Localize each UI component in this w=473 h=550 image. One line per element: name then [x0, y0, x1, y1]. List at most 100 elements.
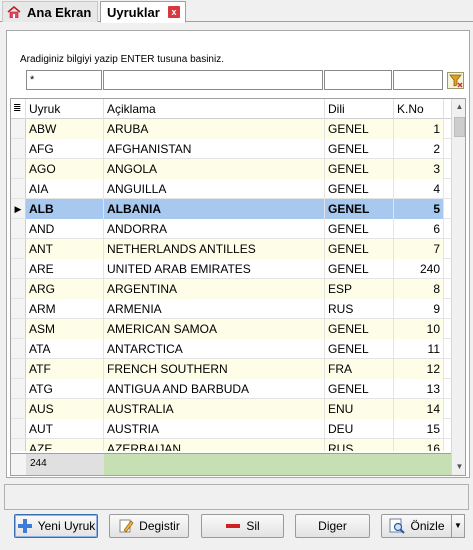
table-row[interactable]: ABW ARUBA GENEL 1: [11, 119, 451, 139]
cell-aciklama: ANGOLA: [104, 159, 325, 179]
table-row[interactable]: ARM ARMENIA RUS 9: [11, 299, 451, 319]
cell-uyruk: AZE: [26, 439, 104, 451]
table-row[interactable]: AUS AUSTRALIA ENU 14: [11, 399, 451, 419]
cell-dili: GENEL: [325, 159, 394, 179]
cell-aciklama: AMERICAN SAMOA: [104, 319, 325, 339]
row-indicator[interactable]: [11, 379, 26, 398]
table-row[interactable]: ATF FRENCH SOUTHERN FRA 12: [11, 359, 451, 379]
tab-label: Uyruklar: [107, 4, 160, 20]
vertical-scrollbar[interactable]: ▲ ▼: [451, 99, 465, 475]
footer-summary: [104, 454, 451, 475]
cell-aciklama: ARUBA: [104, 119, 325, 139]
cell-aciklama: ANDORRA: [104, 219, 325, 239]
cell-dili: GENEL: [325, 199, 394, 219]
cell-dili: ENU: [325, 399, 394, 419]
close-icon[interactable]: x: [168, 6, 180, 18]
row-indicator[interactable]: [11, 299, 26, 318]
table-row[interactable]: ASM AMERICAN SAMOA GENEL 10: [11, 319, 451, 339]
cell-no: 10: [394, 319, 444, 339]
cell-uyruk: ANT: [26, 239, 104, 259]
scroll-down-icon[interactable]: ▼: [455, 462, 464, 471]
cell-uyruk: AUT: [26, 419, 104, 439]
column-chooser-icon[interactable]: ≣: [11, 99, 26, 119]
row-indicator[interactable]: [11, 139, 26, 158]
other-button[interactable]: Diger: [295, 514, 370, 538]
column-header-aciklama[interactable]: Açiklama: [104, 99, 325, 119]
cell-no: 13: [394, 379, 444, 399]
cell-uyruk: ARM: [26, 299, 104, 319]
tab-uyruklar[interactable]: Uyruklar x: [100, 1, 186, 23]
scroll-thumb[interactable]: [454, 117, 465, 137]
button-label: Sil: [246, 519, 260, 533]
status-strip: [4, 484, 469, 510]
funnel-icon[interactable]: [447, 72, 464, 89]
row-indicator[interactable]: [11, 259, 26, 278]
column-header-dili[interactable]: Dili: [325, 99, 394, 119]
cell-no: 1: [394, 119, 444, 139]
magnifier-icon: [389, 518, 406, 534]
preview-dropdown-icon[interactable]: ▼: [451, 514, 465, 538]
filter-row: *: [26, 70, 444, 90]
row-indicator[interactable]: [11, 179, 26, 198]
row-indicator[interactable]: [11, 279, 26, 298]
cell-aciklama: ARMENIA: [104, 299, 325, 319]
row-indicator[interactable]: [11, 159, 26, 178]
minus-icon: [225, 518, 241, 534]
edit-button[interactable]: Degistir: [109, 514, 189, 538]
cell-no: 8: [394, 279, 444, 299]
row-indicator-icon[interactable]: ▶: [11, 199, 26, 218]
row-indicator[interactable]: [11, 439, 26, 451]
table-row[interactable]: AND ANDORRA GENEL 6: [11, 219, 451, 239]
delete-button[interactable]: Sil: [201, 514, 284, 538]
tab-ana-ekran[interactable]: Ana Ekran: [2, 1, 98, 22]
cell-dili: FRA: [325, 359, 394, 379]
plus-icon: [17, 518, 33, 534]
table-row[interactable]: ATG ANTIGUA AND BARBUDA GENEL 13: [11, 379, 451, 399]
filter-dili-input[interactable]: [324, 70, 392, 90]
cell-dili: RUS: [325, 299, 394, 319]
row-indicator[interactable]: [11, 239, 26, 258]
table-row[interactable]: AIA ANGUILLA GENEL 4: [11, 179, 451, 199]
button-label: Degistir: [139, 519, 180, 533]
row-indicator[interactable]: [11, 119, 26, 138]
row-indicator[interactable]: [11, 319, 26, 338]
table-row[interactable]: ARG ARGENTINA ESP 8: [11, 279, 451, 299]
row-indicator[interactable]: [11, 339, 26, 358]
table-row[interactable]: AGO ANGOLA GENEL 3: [11, 159, 451, 179]
table-row[interactable]: ATA ANTARCTICA GENEL 11: [11, 339, 451, 359]
row-indicator[interactable]: [11, 359, 26, 378]
cell-aciklama: ANGUILLA: [104, 179, 325, 199]
preview-button[interactable]: Önizle: [381, 514, 453, 538]
table-row[interactable]: ▶ ALB ALBANIA GENEL 5: [11, 199, 451, 219]
filter-no-input[interactable]: [393, 70, 443, 90]
cell-uyruk: ATF: [26, 359, 104, 379]
row-indicator[interactable]: [11, 419, 26, 438]
table-row[interactable]: AUT AUSTRIA DEU 15: [11, 419, 451, 439]
cell-dili: DEU: [325, 419, 394, 439]
cell-aciklama: ALBANIA: [104, 199, 325, 219]
new-uyruk-button[interactable]: Yeni Uyruk: [14, 514, 98, 538]
table-row[interactable]: ARE UNITED ARAB EMIRATES GENEL 240: [11, 259, 451, 279]
cell-no: 7: [394, 239, 444, 259]
row-indicator[interactable]: [11, 219, 26, 238]
cell-aciklama: FRENCH SOUTHERN: [104, 359, 325, 379]
cell-no: 11: [394, 339, 444, 359]
cell-dili: GENEL: [325, 259, 394, 279]
scroll-up-icon[interactable]: ▲: [455, 102, 464, 111]
cell-no: 240: [394, 259, 444, 279]
column-header-uyruk[interactable]: Uyruk: [26, 99, 104, 119]
table-row[interactable]: AZE AZERBAIJAN RUS 16: [11, 439, 451, 451]
filter-aciklama-input[interactable]: [103, 70, 323, 90]
row-indicator[interactable]: [11, 399, 26, 418]
table-row[interactable]: ANT NETHERLANDS ANTILLES GENEL 7: [11, 239, 451, 259]
cell-aciklama: AZERBAIJAN: [104, 439, 325, 451]
filter-uyruk-input[interactable]: *: [26, 70, 102, 90]
column-header-kno[interactable]: K.No: [394, 99, 444, 119]
table-row[interactable]: AFG AFGHANISTAN GENEL 2: [11, 139, 451, 159]
cell-dili: GENEL: [325, 219, 394, 239]
button-label: Önizle: [410, 519, 445, 533]
button-label: Diger: [318, 519, 347, 533]
cell-uyruk: AIA: [26, 179, 104, 199]
cell-no: 12: [394, 359, 444, 379]
pencil-icon: [118, 518, 134, 534]
